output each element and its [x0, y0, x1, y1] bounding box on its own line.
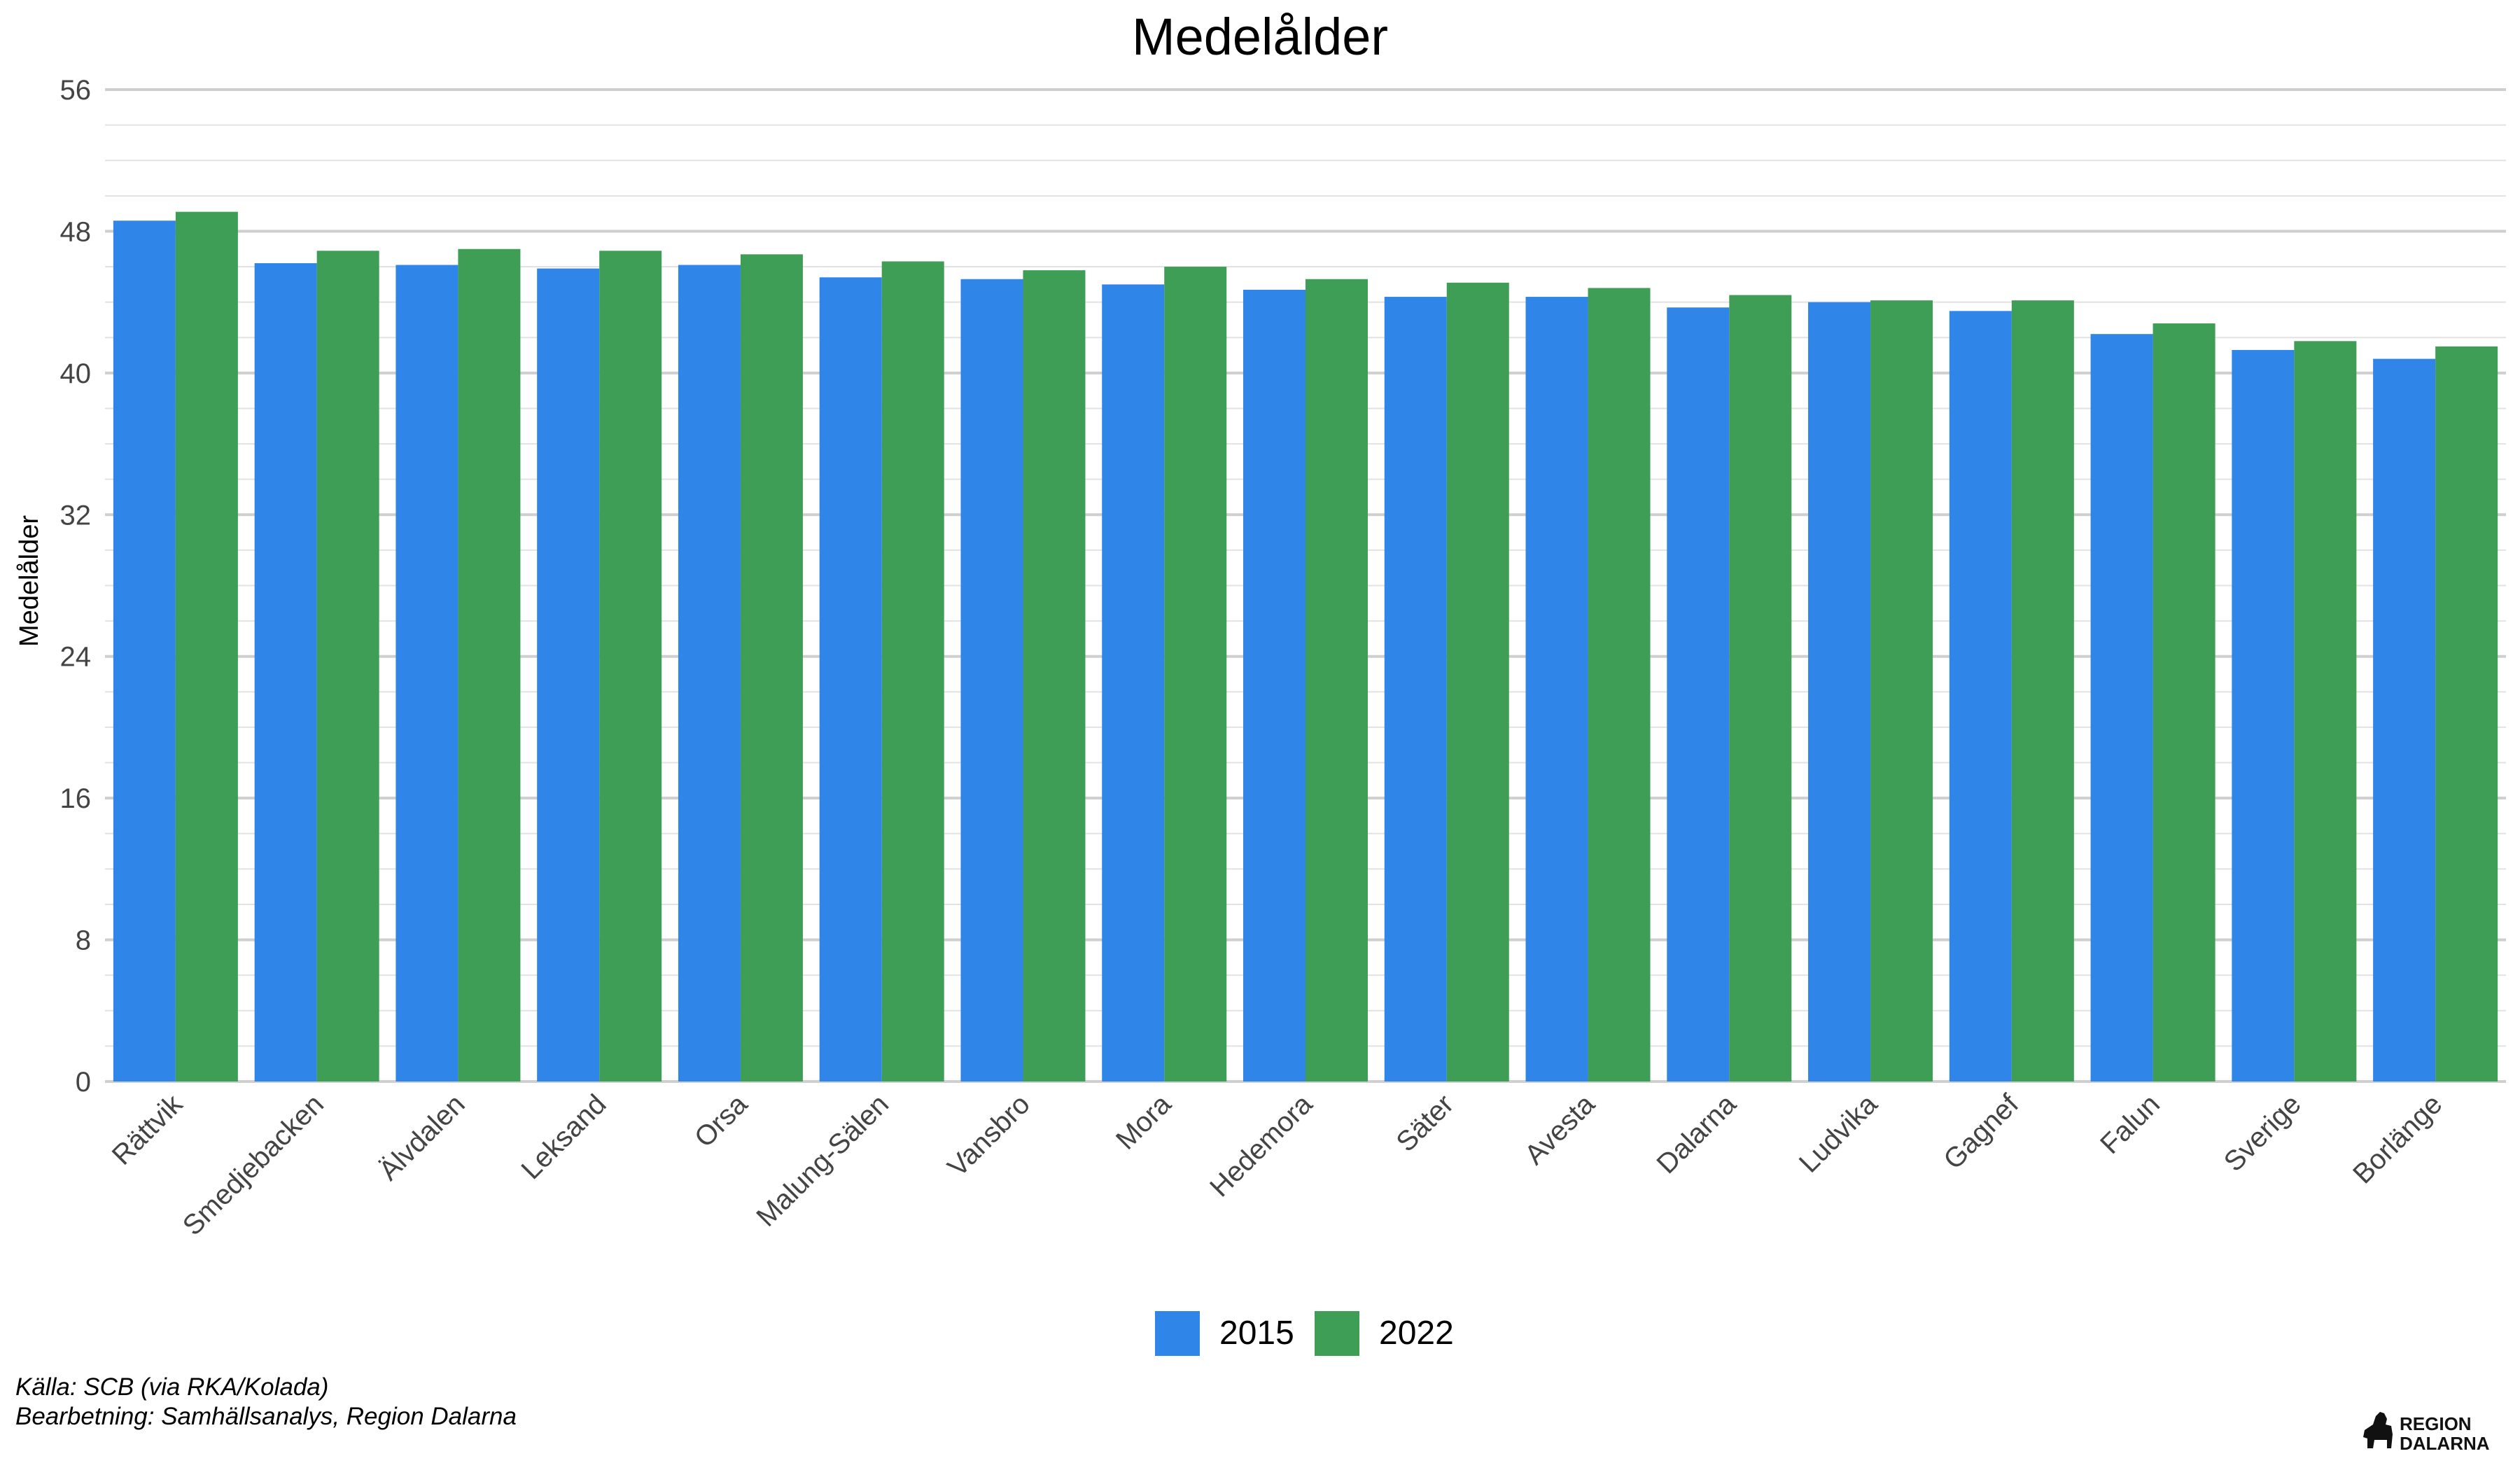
bar-2022 [2294, 341, 2357, 1082]
y-axis-label: Medelålder [15, 515, 44, 647]
y-axis-ticks: 0 8 16 24 32 40 48 56 [60, 75, 92, 1098]
bar-2022 [2435, 346, 2498, 1082]
dala-horse-icon [2363, 1412, 2393, 1448]
bar-2022 [2011, 300, 2074, 1082]
bar-2022 [881, 261, 944, 1082]
legend: 2015 2022 [1155, 1311, 1454, 1356]
bar-2015 [1243, 289, 1306, 1082]
bar-2022 [458, 248, 521, 1082]
region-logo: REGION DALARNA [2363, 1412, 2490, 1454]
bar-2015 [113, 220, 176, 1082]
x-tick-label: Vansbro [941, 1088, 1035, 1182]
bar-2015 [1808, 302, 1871, 1082]
y-tick-label: 24 [60, 642, 92, 673]
x-tick-label: Leksand [515, 1088, 612, 1185]
bar-2015 [2232, 349, 2295, 1082]
bar-2015 [1667, 307, 1730, 1082]
x-tick-label: Avesta [1519, 1088, 1602, 1171]
bar-2015 [537, 268, 600, 1082]
bar-2022 [175, 211, 238, 1082]
y-tick-label: 56 [60, 75, 92, 106]
bar-2015 [1525, 297, 1588, 1082]
bar-2022 [1164, 267, 1227, 1082]
processing-caption: Bearbetning: Samhällsanalys, Region Dala… [15, 1403, 517, 1430]
x-tick-label: Dalarna [1651, 1088, 1742, 1180]
bar-2022 [316, 251, 379, 1082]
y-tick-label: 32 [60, 500, 92, 531]
logo-line-1: REGION [2400, 1413, 2472, 1434]
legend-swatch-2022 [1315, 1311, 1359, 1356]
bar-2022 [1446, 282, 1509, 1082]
bar-2015 [1949, 311, 2012, 1082]
x-tick-label: Hedemora [1204, 1088, 1319, 1203]
bar-2015 [2090, 334, 2153, 1082]
x-tick-label: Ludvika [1793, 1088, 1884, 1179]
x-tick-label: Älvdalen [373, 1088, 471, 1186]
bar-2022 [1870, 300, 1933, 1082]
chart-title: Medelålder [1132, 8, 1388, 66]
bar-2022 [1729, 295, 1792, 1082]
y-tick-label: 0 [76, 1067, 91, 1098]
legend-swatch-2015 [1155, 1311, 1200, 1356]
bar-2015 [2373, 358, 2436, 1082]
logo-line-2: DALARNA [2400, 1433, 2490, 1454]
bar-2022 [1306, 279, 1368, 1082]
x-tick-label: Falun [2094, 1088, 2166, 1160]
bar-2022 [599, 251, 662, 1082]
x-tick-label: Rättvik [106, 1088, 189, 1171]
x-tick-label: Sverige [2218, 1088, 2307, 1177]
bar-2015 [960, 279, 1023, 1082]
y-tick-label: 48 [60, 216, 92, 247]
bar-2015 [1102, 284, 1165, 1082]
bar-2015 [678, 265, 741, 1082]
x-tick-label: Borlänge [2347, 1088, 2448, 1189]
x-tick-label: Mora [1110, 1088, 1177, 1156]
bar-2022 [1023, 270, 1086, 1082]
bar-2022 [2152, 323, 2216, 1082]
bar-2015 [396, 265, 458, 1082]
bar-2022 [740, 254, 803, 1082]
x-tick-label: Orsa [689, 1088, 754, 1154]
y-tick-label: 8 [76, 925, 91, 956]
bar-2015 [1384, 297, 1447, 1082]
bar-2022 [1588, 288, 1651, 1082]
y-tick-label: 16 [60, 783, 92, 814]
source-caption: Källa: SCB (via RKA/Kolada) [15, 1373, 329, 1401]
bar-2015 [254, 262, 317, 1082]
bar-2015 [819, 277, 882, 1082]
x-tick-label: Malung-Sälen [750, 1088, 895, 1233]
y-tick-label: 40 [60, 358, 92, 389]
x-tick-label: Säter [1390, 1088, 1460, 1158]
x-tick-label: Gagnef [1938, 1088, 2025, 1176]
x-tick-label: Smedjebacken [177, 1088, 330, 1241]
legend-label-2022: 2022 [1379, 1315, 1454, 1352]
bars [113, 211, 2498, 1082]
legend-label-2015: 2015 [1219, 1315, 1294, 1352]
